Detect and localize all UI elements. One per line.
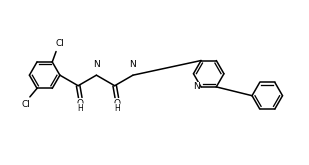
Text: H: H [114,104,120,113]
Text: Cl: Cl [22,100,31,109]
Text: Cl: Cl [55,39,64,48]
Text: O: O [77,99,84,108]
Text: N: N [129,60,136,69]
Text: H: H [77,104,83,113]
Text: N: N [193,82,200,91]
Text: N: N [93,60,100,69]
Text: O: O [113,99,120,108]
